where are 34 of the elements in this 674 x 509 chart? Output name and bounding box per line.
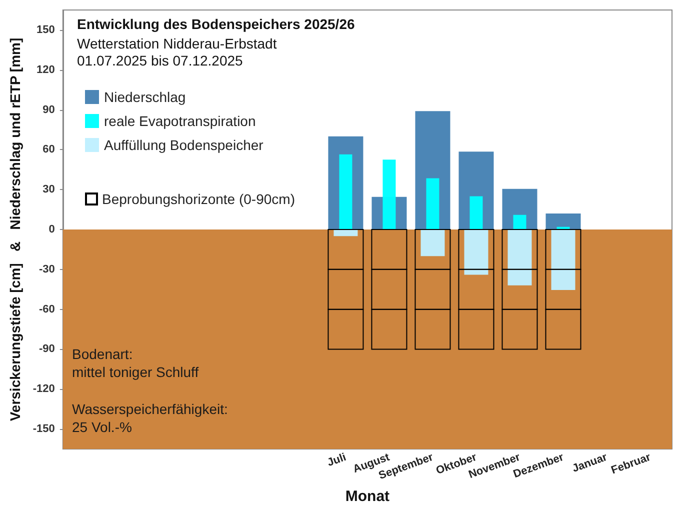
y-tick-label: 150 xyxy=(36,24,55,36)
bar xyxy=(334,230,358,236)
legend-label: Niederschlag xyxy=(104,89,186,105)
bar xyxy=(464,230,488,275)
y-tick-label: 120 xyxy=(36,64,55,76)
y-tick-label: -90 xyxy=(39,343,55,356)
bar xyxy=(508,230,532,286)
legend-label: Beprobungshorizonte (0-90cm) xyxy=(102,191,295,207)
legend-label: reale Evapotranspiration xyxy=(104,113,256,129)
y-tick-label: 90 xyxy=(42,104,55,116)
y-tick-label: -30 xyxy=(39,263,55,276)
chart-title: Entwicklung des Bodenspeichers 2025/26 xyxy=(77,16,355,32)
bar xyxy=(339,154,352,230)
y-tick-label: 30 xyxy=(42,184,55,196)
y-axis-title: Versickerungstiefe [cm] & Niederschlag und rETP [mm] xyxy=(7,38,23,422)
x-axis-title: Monat xyxy=(345,488,390,505)
annotation: Wasserspeicherfähigkeit: 25 Vol.-% xyxy=(72,401,228,435)
bar xyxy=(551,230,576,290)
bar xyxy=(470,196,483,230)
y-tick-label: -120 xyxy=(32,383,55,396)
bar xyxy=(513,214,526,230)
y-tick-label: -150 xyxy=(32,423,55,436)
bar xyxy=(420,230,445,256)
y-tick-label: 60 xyxy=(42,144,55,156)
annotation: Bodenart: mittel toniger Schluff xyxy=(72,346,199,380)
legend-label: Auffüllung Bodenspeicher xyxy=(104,137,264,153)
bar xyxy=(382,160,396,230)
x-tick-label: Juli xyxy=(326,451,348,470)
text: Wetterstation Nidderau-Erbstadt 01.07.2025 bis 07.12.2025 xyxy=(77,36,277,68)
x-tick-label: Januar xyxy=(570,451,610,475)
bar xyxy=(426,178,440,230)
y-tick-label: 0 xyxy=(48,224,55,236)
y-tick-label: -60 xyxy=(39,303,55,316)
bar xyxy=(546,214,581,230)
